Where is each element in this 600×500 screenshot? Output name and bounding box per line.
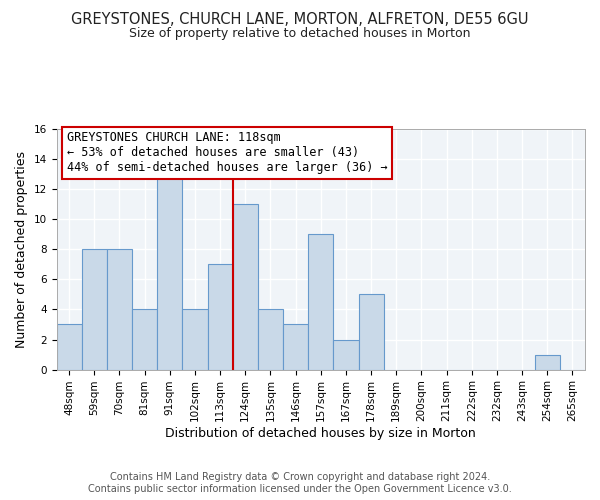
Bar bbox=[56, 324, 82, 370]
Text: Contains public sector information licensed under the Open Government Licence v3: Contains public sector information licen… bbox=[88, 484, 512, 494]
Text: GREYSTONES CHURCH LANE: 118sqm
← 53% of detached houses are smaller (43)
44% of : GREYSTONES CHURCH LANE: 118sqm ← 53% of … bbox=[67, 132, 388, 174]
Bar bbox=[107, 250, 132, 370]
Bar bbox=[334, 340, 359, 370]
Bar bbox=[535, 354, 560, 370]
Text: Size of property relative to detached houses in Morton: Size of property relative to detached ho… bbox=[129, 28, 471, 40]
Bar bbox=[308, 234, 334, 370]
Bar bbox=[359, 294, 383, 370]
Bar bbox=[132, 310, 157, 370]
Bar bbox=[208, 264, 233, 370]
Bar bbox=[82, 250, 107, 370]
Text: GREYSTONES, CHURCH LANE, MORTON, ALFRETON, DE55 6GU: GREYSTONES, CHURCH LANE, MORTON, ALFRETO… bbox=[71, 12, 529, 28]
Text: Contains HM Land Registry data © Crown copyright and database right 2024.: Contains HM Land Registry data © Crown c… bbox=[110, 472, 490, 482]
Bar bbox=[233, 204, 258, 370]
Bar bbox=[182, 310, 208, 370]
Bar bbox=[157, 174, 182, 370]
Y-axis label: Number of detached properties: Number of detached properties bbox=[15, 151, 28, 348]
Bar bbox=[283, 324, 308, 370]
X-axis label: Distribution of detached houses by size in Morton: Distribution of detached houses by size … bbox=[166, 427, 476, 440]
Bar bbox=[258, 310, 283, 370]
